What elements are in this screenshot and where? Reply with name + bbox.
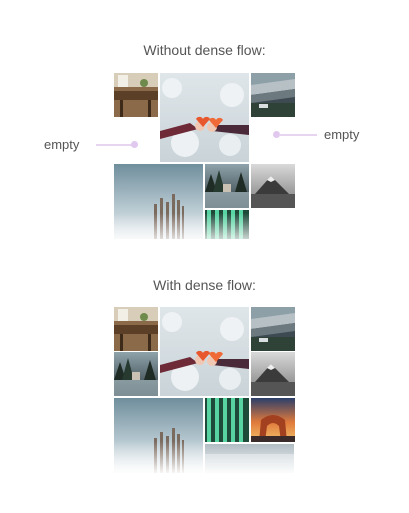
snowy-hands-hearts-photo [160, 307, 249, 396]
callout-right-label: empty [324, 127, 360, 142]
callout-right-dot [273, 131, 280, 138]
stadium-race-track-photo [251, 73, 295, 117]
dining-room-photo [114, 307, 158, 351]
top-heading: Without dense flow: [143, 42, 266, 58]
callout-left-label: empty [44, 137, 80, 152]
stadium-race-track-photo [251, 307, 295, 351]
top-fade [100, 213, 310, 247]
sunset-rock-arch-photo [251, 398, 295, 442]
callout-left-line [96, 144, 132, 146]
bottom-fade [100, 441, 310, 475]
forest-lake-photo [205, 164, 249, 208]
mountain-mist-photo [251, 164, 295, 208]
snowy-hands-hearts-photo [160, 73, 249, 162]
green-glass-bars-photo [205, 398, 249, 442]
dining-room-photo [114, 73, 158, 117]
mountain-mist-photo [251, 352, 295, 396]
forest-lake-photo [114, 352, 158, 396]
bottom-heading: With dense flow: [153, 277, 256, 293]
callout-right-line [279, 134, 317, 136]
callout-left-dot [131, 141, 138, 148]
